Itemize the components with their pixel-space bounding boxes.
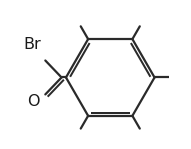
Text: Br: Br xyxy=(23,38,41,52)
Text: O: O xyxy=(27,94,40,109)
